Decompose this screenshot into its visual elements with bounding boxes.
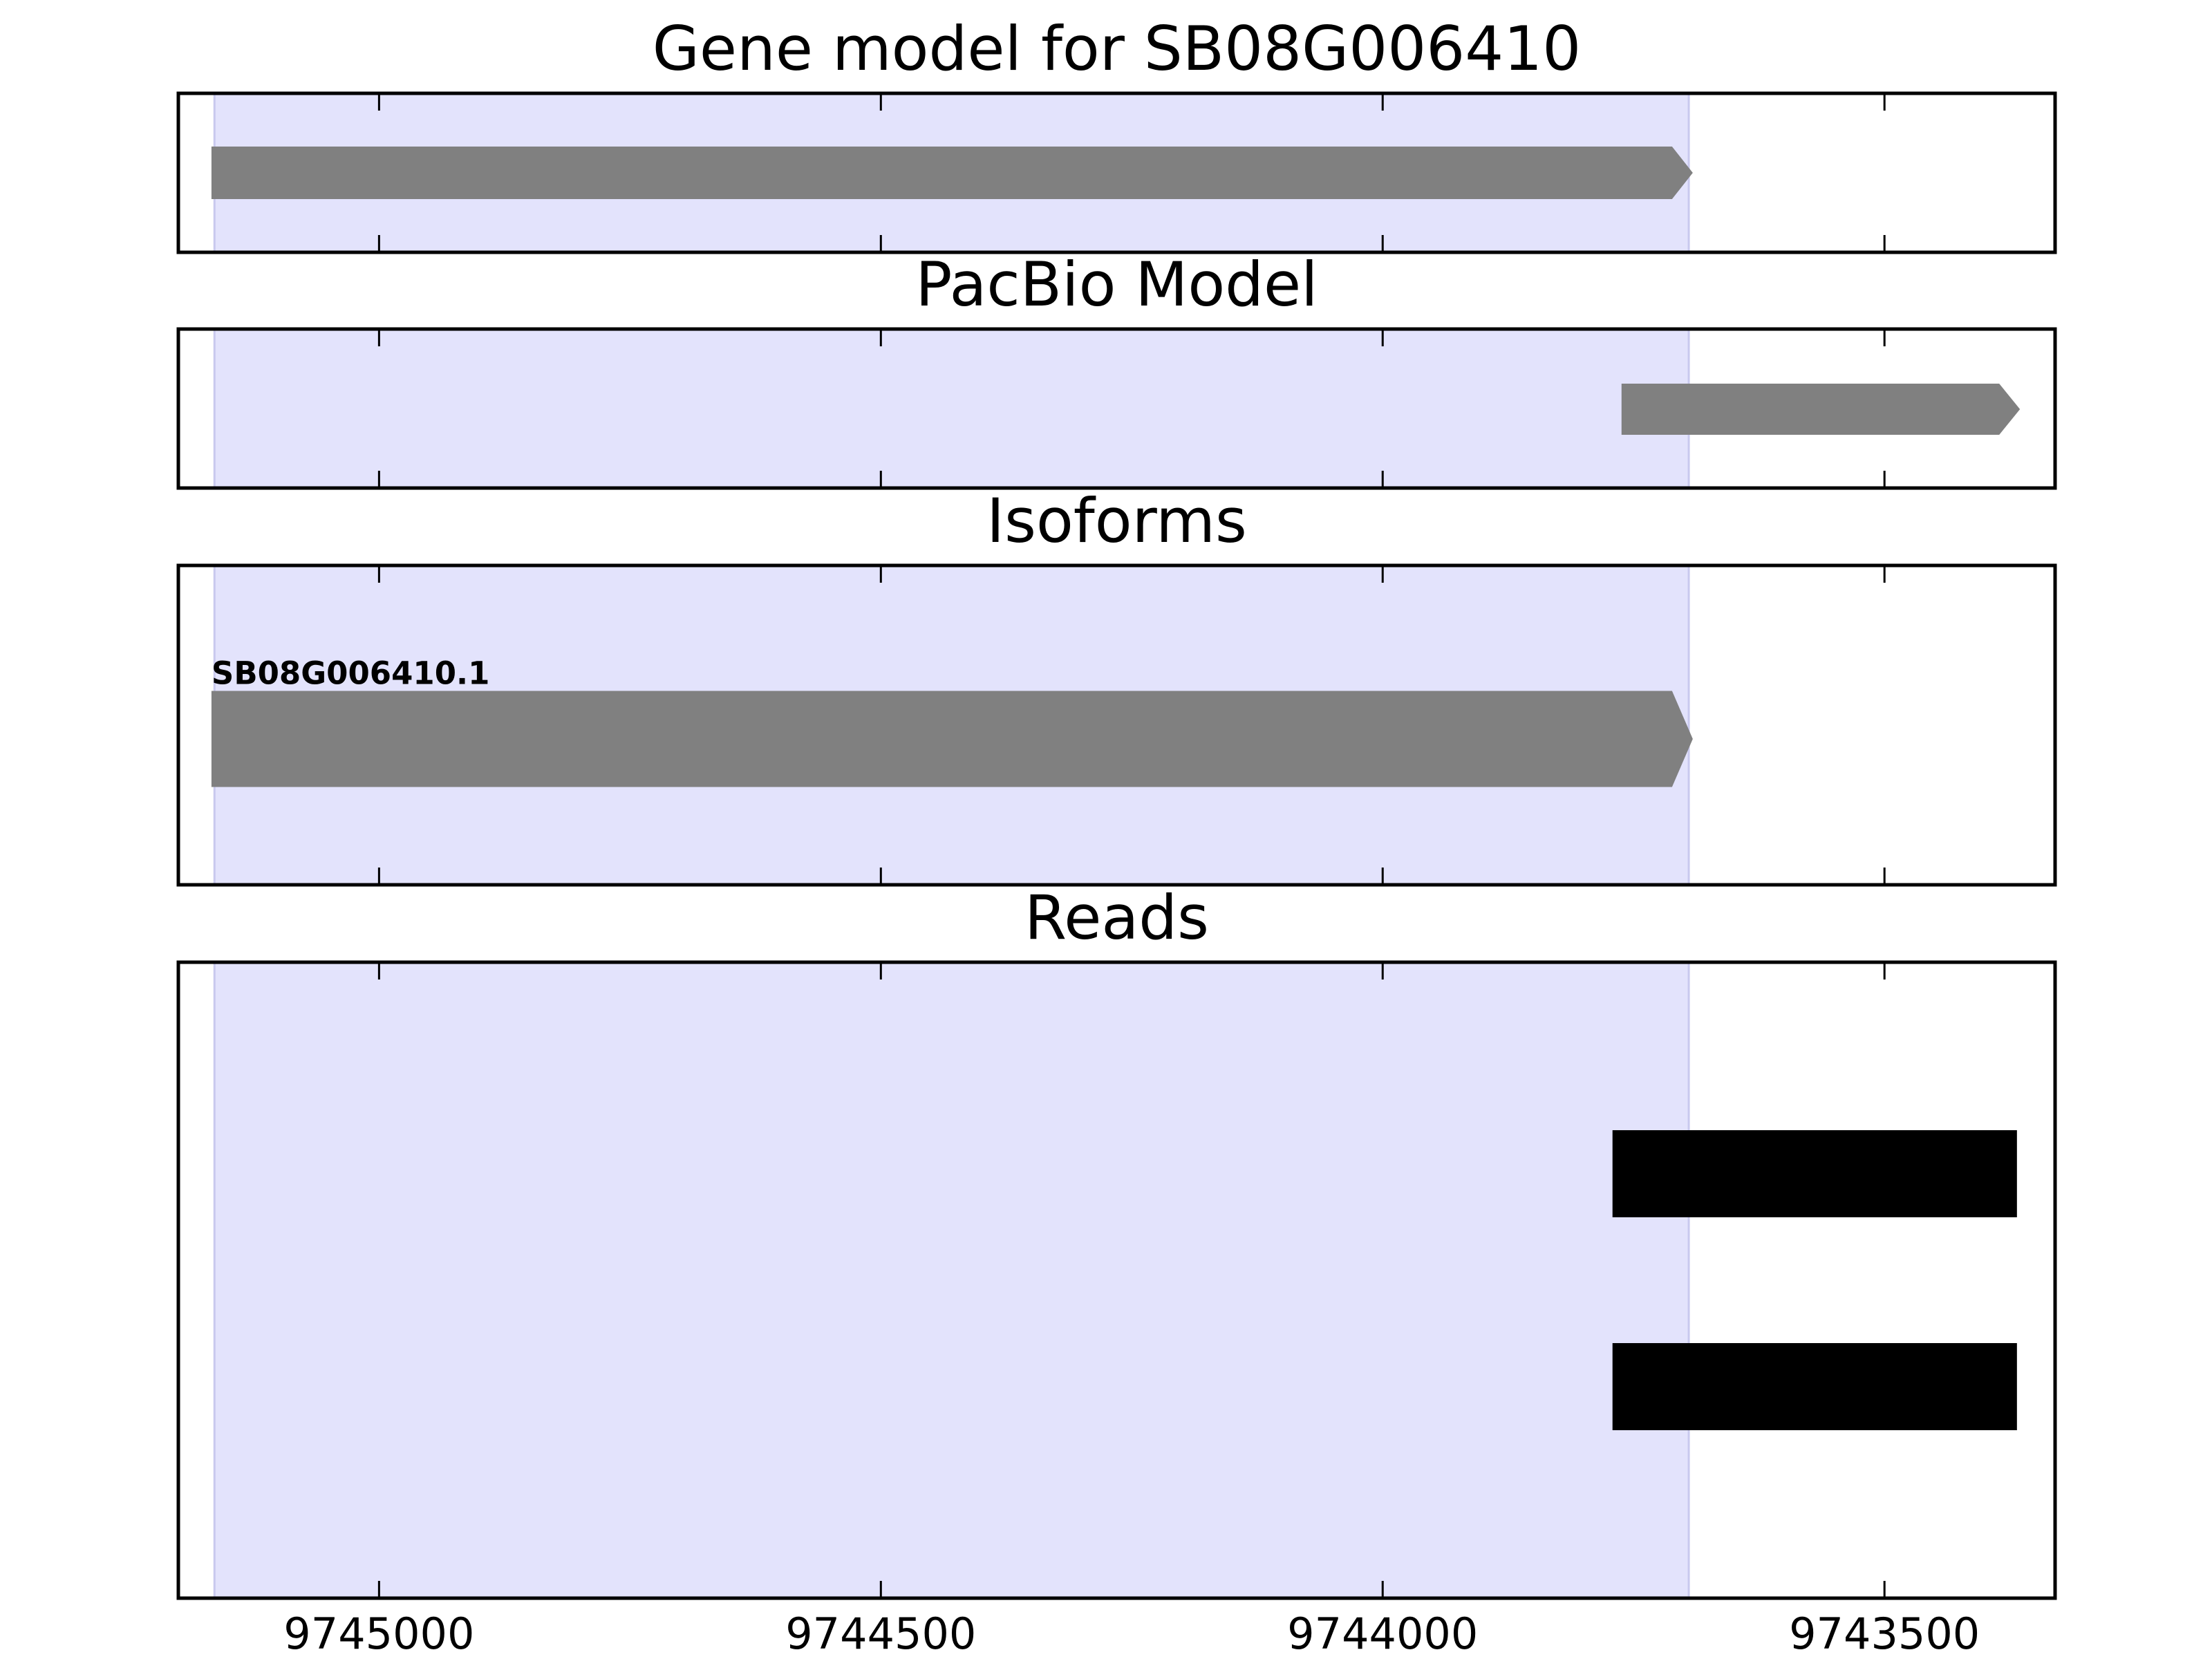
feature-arrow [211,147,1693,199]
panel-title: Reads [1024,882,1209,953]
feature-arrow [1621,384,2021,435]
panel-frame [176,91,2057,254]
x-tick-label: 9744000 [1287,1609,1478,1659]
feature-arrow [211,691,1693,787]
read-bar [1612,1343,2017,1430]
panel-title: PacBio Model [915,249,1318,320]
read-bar [1612,1130,2017,1217]
x-tick-label: 9743500 [1789,1609,1980,1659]
x-tick-label: 9744500 [785,1609,976,1659]
feature-label: SB08G006410.1 [212,655,490,692]
highlight-region [213,328,1690,489]
x-tick-label: 9745000 [283,1609,474,1659]
highlight-region [213,961,1690,1600]
panel-frame [176,563,2057,887]
panel-frame [176,327,2057,490]
panel-title: Gene model for SB08G006410 [653,13,1582,84]
panel-title: Isoforms [986,485,1247,556]
panel-frame [176,960,2057,1600]
